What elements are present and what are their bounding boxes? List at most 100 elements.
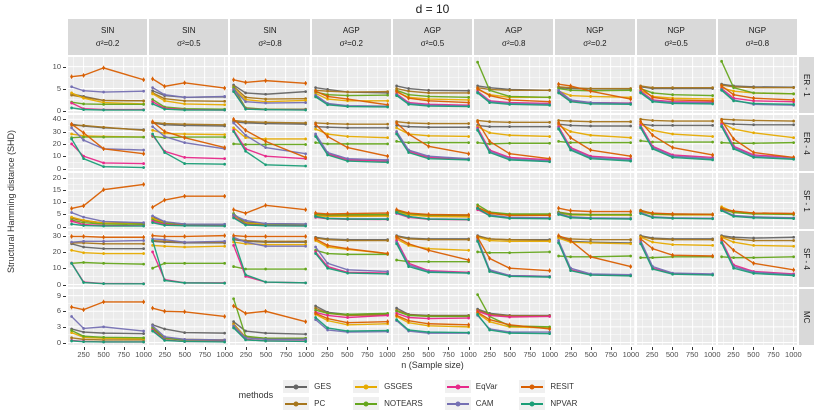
- facet-panel-r3c7: [636, 231, 716, 287]
- y-tick-label: 0: [56, 163, 61, 173]
- x-tick-mark: [753, 347, 755, 350]
- facet-panel-r2c1: [149, 173, 229, 229]
- facet-panel-r0c2: [230, 57, 310, 113]
- x-tick-label: 250: [158, 350, 172, 359]
- facet-panel-r3c2: [230, 231, 310, 287]
- x-tick-mark: [224, 347, 226, 350]
- facet-panel-r1c4: [392, 115, 473, 171]
- facet-panel-r1c2: [230, 115, 310, 171]
- x-tick-label: 750: [442, 350, 455, 359]
- facet-panel-r2c7: [636, 173, 716, 229]
- facet-panel-r3c0: [68, 231, 148, 287]
- x-axis-ticks-col-1: 250 500 750 1000: [149, 347, 233, 359]
- x-tick-label: 1000: [460, 350, 477, 359]
- facet-panel-r0c6: [555, 57, 635, 113]
- x-tick-label: 1000: [785, 350, 802, 359]
- y-tick-label: 20: [52, 173, 61, 183]
- x-tick-mark: [590, 347, 592, 350]
- facet-panel-r3c3: [311, 231, 391, 287]
- facet-panel-r2c3: [311, 173, 391, 229]
- facet-group-label: NGP: [586, 26, 604, 35]
- legend-entry-EqVar: EqVar: [444, 379, 497, 394]
- legend-entry-label: RESIT: [550, 382, 574, 391]
- facet-sigma-label: σ²=0.2: [95, 39, 120, 48]
- legend-entry-NPVAR: NPVAR: [519, 396, 577, 411]
- y-axis-ticks-row-1: 0 10 20 30 40: [22, 115, 66, 173]
- y-tick-mark: [63, 251, 66, 253]
- x-tick-mark: [610, 347, 612, 350]
- x-tick-label: 750: [523, 350, 536, 359]
- x-tick-mark: [630, 347, 632, 350]
- facet-panel-r4c0: [68, 289, 148, 345]
- facet-panel-r1c6: [555, 115, 635, 171]
- facet-col-strip-AGP-1: AGP σ²=0.5: [392, 19, 473, 55]
- y-tick-mark: [63, 143, 66, 145]
- y-tick-label: 0: [56, 279, 61, 289]
- x-axis-ticks-col-4: 250 500 750 1000: [393, 347, 477, 359]
- x-axis-title: n (Sample size): [401, 360, 464, 370]
- x-axis-ticks-col-0: 250 500 750 1000: [68, 347, 152, 359]
- y-tick-label: 15: [52, 185, 61, 195]
- x-tick-mark: [549, 347, 551, 350]
- facet-row-label: ER - 4: [801, 131, 811, 155]
- facet-panel-r0c0: [68, 57, 148, 113]
- facet-row-label: ER - 1: [801, 73, 811, 97]
- x-tick-mark: [468, 347, 470, 350]
- x-axis-ticks-col-7: 250 500 750 1000: [637, 347, 721, 359]
- facet-sigma-label: σ²=0.8: [745, 39, 770, 48]
- x-tick-label: 500: [340, 350, 354, 359]
- x-tick-label: 250: [239, 350, 253, 359]
- y-tick-mark: [63, 342, 66, 344]
- facet-panel-r2c0: [68, 173, 148, 229]
- legend-key-EqVar: [444, 380, 471, 393]
- legend-key-NPVAR: [519, 397, 546, 410]
- x-tick-mark: [529, 347, 531, 350]
- x-tick-mark: [347, 347, 349, 350]
- x-tick-mark: [204, 347, 206, 350]
- x-tick-mark: [123, 347, 125, 350]
- facet-group-label: SIN: [263, 26, 277, 35]
- x-tick-mark: [793, 347, 795, 350]
- y-tick-label: 0: [56, 337, 61, 347]
- y-tick-label: 30: [52, 126, 61, 136]
- x-tick-mark: [306, 347, 308, 350]
- legend-dot-icon: [363, 401, 369, 406]
- facet-panel-r4c1: [149, 289, 229, 345]
- facet-group-label: NGP: [667, 26, 685, 35]
- legend-dot-icon: [293, 401, 299, 406]
- facet-panel-r2c2: [230, 173, 310, 229]
- x-tick-label: 500: [665, 350, 679, 359]
- legend-entry-label: GES: [314, 382, 332, 391]
- legend-dot-icon: [363, 384, 369, 389]
- facet-panel-r2c4: [392, 173, 473, 229]
- x-tick-mark: [489, 347, 491, 350]
- facet-group-label: AGP: [342, 26, 360, 35]
- y-tick-mark: [63, 214, 66, 216]
- x-tick-label: 1000: [622, 350, 640, 359]
- y-tick-label: 10: [52, 197, 61, 207]
- facet-group-label: AGP: [424, 26, 441, 35]
- facet-row-strip-SF-1: SF - 1: [798, 173, 814, 229]
- x-tick-label: 500: [422, 350, 435, 359]
- y-tick-mark: [63, 311, 66, 313]
- y-tick-label: 6: [56, 306, 61, 316]
- facet-panel-r3c5: [474, 231, 554, 287]
- facet-panel-r4c6: [555, 289, 635, 345]
- x-tick-label: 500: [503, 350, 516, 359]
- x-tick-label: 750: [198, 350, 212, 359]
- x-tick-mark: [184, 347, 186, 350]
- y-tick-mark: [63, 168, 66, 170]
- x-tick-mark: [509, 347, 511, 350]
- y-tick-mark: [63, 156, 66, 158]
- facet-group-label: SIN: [100, 26, 115, 35]
- x-tick-mark: [773, 347, 775, 350]
- facet-panel-r3c6: [555, 231, 635, 287]
- y-axis-ticks-row-4: 0 3 6 9: [22, 289, 66, 347]
- legend-key-GSGES: [353, 380, 380, 393]
- facet-panel-r0c4: [392, 57, 473, 113]
- facet-panel-r1c0: [68, 115, 148, 171]
- y-tick-mark: [63, 202, 66, 204]
- facet-panel-r4c5: [474, 289, 554, 345]
- facet-sigma-label: σ²=0.8: [502, 39, 526, 48]
- legend-entry-label: PC: [314, 399, 326, 408]
